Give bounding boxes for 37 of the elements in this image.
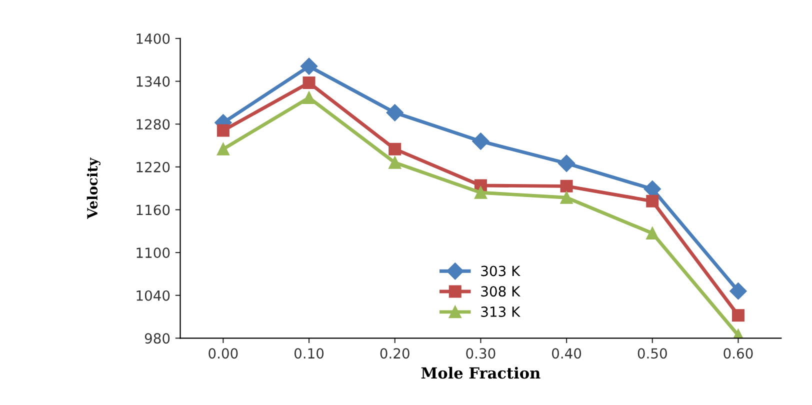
x-axis-title: Mole Fraction [421,366,540,379]
point [472,132,490,150]
point [558,154,576,172]
x-tick-label: 0.20 [380,348,410,359]
point [732,309,744,322]
point [646,194,659,208]
point [730,282,747,300]
point [216,142,230,156]
point [388,142,402,156]
point [216,124,230,137]
x-tick-label: 0.60 [724,348,753,359]
y-tick-label: 1220 [136,162,170,172]
y-tick-label: 1280 [136,119,170,130]
y-tick-label: 1340 [136,76,170,87]
x-tick-label: 0.30 [466,348,496,359]
x-tick-label: 0.40 [552,348,582,359]
x-tick-label: 0.00 [208,348,238,359]
y-tick-label: 1400 [136,33,170,44]
legend-label: 303 K [481,266,520,276]
y-tick-label: 1100 [136,248,170,258]
y-tick-label: 980 [144,333,170,344]
point [302,91,316,104]
point [300,58,318,75]
point [388,156,402,169]
legend-label: 313 K [481,306,520,317]
point [386,104,404,122]
x-tick-label: 0.50 [638,348,667,359]
point [474,186,487,199]
x-tick-label: 0.10 [294,348,324,359]
legend-label: 308 K [481,286,520,297]
point [646,227,659,240]
point [560,191,573,204]
point [302,76,316,89]
y-tick-label: 1040 [136,290,170,301]
y-axis-title: Velocity [86,157,100,219]
y-tick-label: 1160 [136,204,170,216]
point [560,180,573,192]
